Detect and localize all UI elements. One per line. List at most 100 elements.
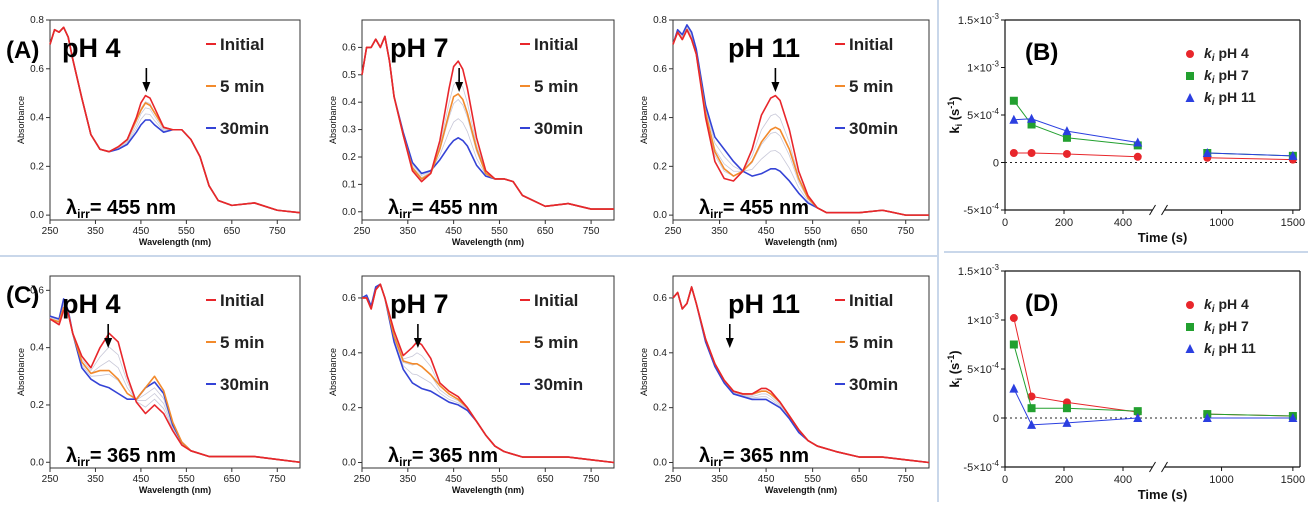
y-tick-label: 0.6 [653,64,667,75]
legend-label: 30min [220,375,269,394]
axis-break-mark [1161,204,1168,216]
plot-frame [49,275,301,469]
lambda-annotation: λirr= 365 nm [699,445,809,469]
plot-frame [49,19,301,221]
y-tick-label: 0.4 [342,348,356,359]
lambda-annotation: λirr= 365 nm [66,445,176,469]
y-tick-label: 0.2 [30,161,44,172]
data-point [1027,419,1037,429]
legend-label: 30min [220,119,269,138]
legend-label: ki pH 7 [1204,318,1249,337]
lambda-annotation: λirr= 455 nm [699,197,809,221]
x-tick-label: 450 [445,474,462,485]
legend-marker [1185,93,1195,102]
spectrum-chart-6: 250 350 450 550 650 750 0.0 0.2 0.4 0.6 Wavelength… [639,275,930,495]
x-tick-label: 550 [178,474,195,485]
y-tick-label: 0.8 [30,15,44,26]
x-tick-label: 350 [711,226,728,237]
x-tick-label: 650 [851,226,868,237]
legend-label: 5 min [220,333,264,352]
data-point [1288,413,1298,422]
rate-chart-b: 1.5×10-31×10-35×10-40-5×10-40 200 400 1000 1… [946,12,1305,245]
x-tick-label: 400 [1114,217,1132,229]
y-axis-label: Absorbance [639,96,649,144]
y-tick-label: 0.6 [30,285,44,296]
x-tick-label: 650 [537,226,554,237]
y-tick-label: 0.2 [342,152,356,163]
y-tick-label: -5×10-4 [963,459,999,474]
y-tick-label: 0.0 [653,210,667,221]
fit-curve [1013,317,1138,413]
axis-break-mark [1149,204,1156,216]
y-tick-label: 0.0 [653,458,667,469]
plot-frame [672,19,930,221]
data-point [1062,149,1071,158]
legend-label: ki pH 11 [1204,89,1256,108]
x-tick-label: 750 [583,226,600,237]
arrow-head [142,82,151,92]
y-tick-label: 1×10-3 [967,60,999,75]
chart-title: pH 4 [62,33,121,63]
x-tick-label: 350 [711,474,728,485]
legend-marker [1186,301,1194,309]
data-point [1009,383,1019,393]
lambda-annotation: λirr= 455 nm [388,197,498,221]
data-point [1027,404,1036,413]
y-tick-label: 1.5×10-3 [958,263,1000,278]
y-tick-label: 0.3 [342,125,356,136]
y-tick-label: 0.2 [653,161,667,172]
x-tick-label: 1000 [1209,474,1233,486]
y-tick-label: 5×10-4 [967,361,999,376]
y-tick-label: 0.8 [653,15,667,26]
legend-label: 30min [534,375,583,394]
legend-label: 5 min [849,333,893,352]
x-tick-label: 650 [223,226,240,237]
series-line-initial [49,26,301,214]
legend-label: Initial [534,35,578,54]
x-axis-label: Time (s) [1138,487,1188,502]
legend-label: 30min [534,119,583,138]
y-tick-label: 0.4 [653,348,667,359]
y-tick-label: 0.4 [653,113,667,124]
x-tick-label: 1500 [1281,474,1305,486]
fit-curve [1013,388,1138,426]
fit-curve [1013,118,1138,144]
x-tick-label: 250 [42,474,59,485]
fit-curve [1207,152,1293,157]
legend-label: ki pH 4 [1204,45,1249,64]
x-tick-label: 450 [758,226,775,237]
x-axis-label: Wavelength (nm) [765,237,837,247]
data-point [1133,413,1143,422]
axis-break-mark [1161,461,1168,473]
lambda-annotation: λirr= 455 nm [66,197,176,221]
y-axis-label: Absorbance [328,96,338,144]
series-line-initial [361,35,614,210]
series-line-initial [672,286,930,464]
data-point [1062,404,1071,413]
x-tick-label: 750 [897,474,914,485]
data-point [1133,137,1143,147]
chart-title: pH 4 [62,289,121,319]
y-tick-label: 0 [993,158,999,170]
y-tick-label: 0.2 [30,400,44,411]
legend-label: 5 min [534,77,578,96]
y-tick-label: 0.6 [342,293,356,304]
series-line-initial [49,309,301,464]
legend-label: Initial [220,291,264,310]
arrow-head [725,338,734,348]
y-tick-label: 0.6 [342,42,356,53]
x-tick-label: 1500 [1281,217,1305,229]
legend-label: 5 min [220,77,264,96]
legend-label: 5 min [534,333,578,352]
y-tick-label: -5×10-4 [963,202,999,217]
data-point [1062,417,1072,427]
arrow-head [413,338,422,348]
spectrum-chart-1: 250 350 450 550 650 750 0.0 0.2 0.4 0.6 0.8 Wavelen… [16,15,301,247]
spectrum-chart-4: 250 350 450 550 650 750 0.0 0.2 0.4 0.6 Wavelength… [16,275,301,495]
x-tick-label: 1000 [1209,217,1233,229]
fit-curve [1013,100,1138,146]
legend-label: ki pH 7 [1204,67,1249,86]
fit-curve [1013,344,1138,412]
y-axis-label: ki (s-1) [946,350,964,387]
